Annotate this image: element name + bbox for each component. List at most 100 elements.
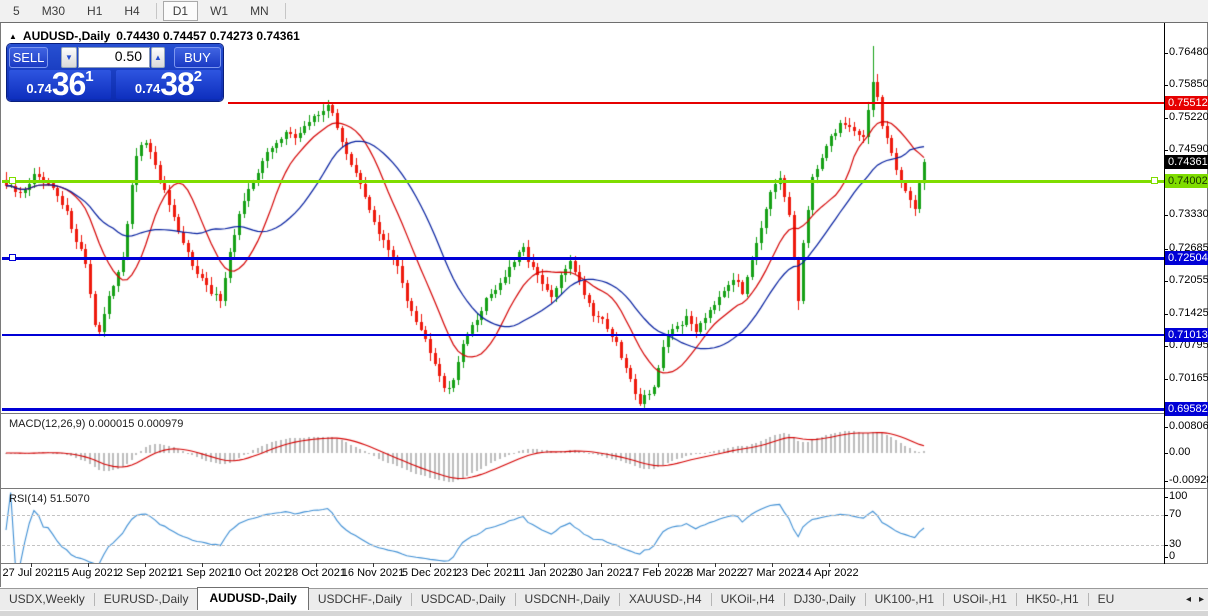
date-axis-label: 11 Jan 2022 [514, 567, 574, 579]
timeframe-button-mn[interactable]: MN [250, 4, 269, 18]
macd-rsi-divider[interactable] [1, 488, 1208, 489]
date-axis-tick [544, 563, 545, 567]
sell-price-pips: 36 [51, 66, 87, 102]
axis-label: 0.69582 [1165, 402, 1208, 416]
axis-label: 0.74590 [1169, 143, 1208, 155]
chart-window: ▲ AUDUSD-,Daily 0.74430 0.74457 0.74273 … [0, 23, 1208, 587]
buy-button[interactable]: BUY [174, 47, 221, 68]
date-axis-tick [601, 563, 602, 567]
timeframe-button-m30[interactable]: M30 [41, 4, 66, 18]
macd-label: MACD(12,26,9) 0.000015 0.000979 [9, 418, 184, 430]
date-axis-label: 14 Apr 2022 [799, 567, 859, 579]
date-axis-label: 16 Nov 2021 [341, 567, 405, 579]
date-axis-label: 10 Oct 2021 [229, 567, 289, 579]
support-blue-1-handle[interactable] [9, 254, 16, 261]
lot-decrease-button[interactable]: ▼ [61, 47, 77, 68]
date-axis-tick [829, 563, 830, 567]
date-axis-label: 15 Aug 2021 [57, 567, 119, 579]
axis-tick [1164, 427, 1168, 428]
chart-symbol-title: AUDUSD-,Daily [22, 29, 111, 43]
axis-label: 100 [1169, 490, 1188, 502]
sell-price-display[interactable]: 0.74 36 1 [9, 66, 111, 102]
date-axis[interactable]: 27 Jul 2021 15 Aug 2021 2 Sep 2021 21 Sep 2… [1, 563, 1208, 587]
support-blue-2-line[interactable] [2, 334, 1164, 336]
rsi-value: 51.5070 [49, 493, 90, 505]
date-axis-label: 27 Jul 2021 [2, 567, 60, 579]
chart-tab-hk50-h1[interactable]: HK50-,H1 [1025, 592, 1079, 606]
axis-label: 0.72055 [1169, 274, 1208, 286]
axis-tick [1164, 515, 1168, 516]
support-blue-1-line[interactable] [2, 257, 1164, 260]
support-blue-3-line[interactable] [2, 408, 1164, 411]
axis-label: 70 [1169, 508, 1182, 520]
axis-label: 0.75220 [1169, 111, 1208, 123]
timeframe-button-w1[interactable]: W1 [210, 4, 229, 18]
timeframe-toolbar: 5 M30 H1 H4 D1 W1 MN [0, 0, 1208, 23]
lot-size-input[interactable]: 0.50 [78, 47, 150, 68]
date-axis-label: 17 Feb 2022 [627, 567, 689, 579]
chart-tab-bar: USDX,Weekly EURUSD-,Daily AUDUSD-,Daily USD… [0, 587, 1208, 610]
toolbar-separator [284, 3, 286, 19]
chart-tab-usdx-weekly[interactable]: USDX,Weekly [9, 592, 85, 606]
price-axis-line [1164, 23, 1165, 585]
chart-tab-usdcad-daily[interactable]: USDCAD-,Daily [420, 592, 506, 606]
timeframe-button-5[interactable]: 5 [13, 4, 20, 18]
chart-tab-xauusd-h4[interactable]: XAUUSD-,H4 [628, 592, 702, 606]
axis-label: 0 [1169, 550, 1176, 562]
tab-separator [1087, 593, 1089, 606]
rsi-dateaxis-divider [1, 563, 1208, 564]
date-axis-label: 27 Mar 2022 [741, 567, 803, 579]
chart-tab-ukoil-h4[interactable]: UKOil-,H4 [720, 592, 775, 606]
date-axis-tick [259, 563, 260, 567]
support-green-handle[interactable] [9, 177, 16, 184]
support-green-line[interactable] [2, 180, 1164, 183]
buy-price-display[interactable]: 0.74 38 2 [116, 68, 221, 100]
axis-label: 0.76480 [1169, 46, 1208, 58]
tab-scroll-left-icon[interactable]: ◂ [1185, 594, 1191, 605]
axis-label: 0.70165 [1169, 372, 1208, 384]
tab-scroll-right-icon[interactable]: ▸ [1198, 594, 1204, 605]
lot-increase-button[interactable]: ▲ [151, 47, 165, 68]
date-axis-tick [88, 563, 89, 567]
tab-separator [1015, 593, 1017, 606]
chart-tab-audusd-daily[interactable]: AUDUSD-,Daily [197, 587, 309, 610]
date-axis-tick [772, 563, 773, 567]
macd-main-value: 0.000015 [88, 418, 135, 430]
axis-label: 0.71425 [1169, 307, 1208, 319]
chart-tab-usdcnh-daily[interactable]: USDCNH-,Daily [524, 592, 610, 606]
support-green-handle[interactable] [1151, 177, 1158, 184]
axis-label: 0.008061 [1169, 420, 1208, 432]
toolbar-separator [155, 3, 157, 19]
axis-label: 0.73330 [1169, 208, 1208, 220]
timeframe-button-h4[interactable]: H4 [124, 4, 140, 18]
chart-tab-dj30-daily[interactable]: DJ30-,Daily [793, 592, 856, 606]
macd-indicator-canvas[interactable] [2, 414, 1164, 488]
timeframe-button-d1[interactable]: D1 [162, 1, 199, 21]
chart-tab-eu[interactable]: EU [1097, 592, 1115, 606]
sell-button[interactable]: SELL [9, 47, 48, 68]
collapse-chart-icon[interactable]: ▲ [9, 31, 17, 41]
date-axis-tick [487, 563, 488, 567]
axis-tick [1164, 85, 1168, 86]
one-click-trading-panel: SELL ▼ 0.50 ▲ BUY 0.74 36 1 0.74 38 2 [7, 44, 223, 101]
resistance-red-line[interactable] [228, 102, 1164, 104]
chart-tab-usdchf-daily[interactable]: USDCHF-,Daily [317, 592, 402, 606]
chart-tab-usoil-h1[interactable]: USOil-,H1 [952, 592, 1007, 606]
axis-tick [1164, 249, 1168, 250]
buy-price-point: 2 [193, 68, 203, 85]
date-axis-label: 23 Dec 2021 [455, 567, 519, 579]
axis-tick [1164, 545, 1168, 546]
date-axis-label: 28 Oct 2021 [286, 567, 346, 579]
axis-tick [1164, 481, 1168, 482]
axis-tick [1164, 118, 1168, 119]
chart-title-bar: ▲ AUDUSD-,Daily 0.74430 0.74457 0.74273 … [9, 29, 300, 43]
price-macd-divider[interactable] [1, 413, 1208, 414]
date-axis-tick [31, 563, 32, 567]
tab-separator [942, 593, 944, 606]
timeframe-button-h1[interactable]: H1 [87, 4, 103, 18]
rsi-indicator-canvas[interactable] [2, 489, 1164, 563]
axis-tick [1164, 453, 1168, 454]
chart-tab-uk100-h1[interactable]: UK100-,H1 [874, 592, 934, 606]
chart-tab-eurusd-daily[interactable]: EURUSD-,Daily [103, 592, 189, 606]
